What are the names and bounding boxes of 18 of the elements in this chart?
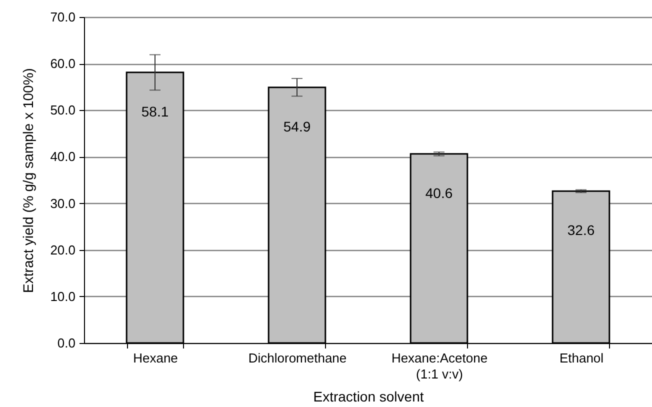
y-tick-label: 30.0	[50, 196, 76, 211]
y-tick-label: 0.0	[57, 336, 76, 350]
y-tick-label: 50.0	[50, 102, 76, 118]
y-tick-label: 20.0	[50, 242, 76, 258]
y-axis-title: Extract yield (% g/g sample x 100%)	[20, 68, 36, 293]
y-tick-label: 60.0	[50, 56, 76, 72]
data-label: 32.6	[567, 222, 595, 238]
y-tick-label: 70.0	[50, 10, 76, 24]
y-tick-label: 10.0	[50, 288, 76, 304]
data-label: 54.9	[283, 118, 311, 134]
data-label: 40.6	[425, 184, 453, 201]
x-tick-label: Dichloromethane	[248, 350, 347, 366]
x-tick-label: Ethanol	[559, 350, 604, 366]
x-axis-title: Extraction solvent	[313, 388, 424, 404]
x-tick-label: Hexane:Acetone (1:1 v:v)	[391, 350, 488, 382]
x-tick-label: Hexane	[133, 350, 178, 366]
y-tick-label: 40.0	[50, 149, 76, 164]
data-label: 58.1	[141, 103, 169, 120]
